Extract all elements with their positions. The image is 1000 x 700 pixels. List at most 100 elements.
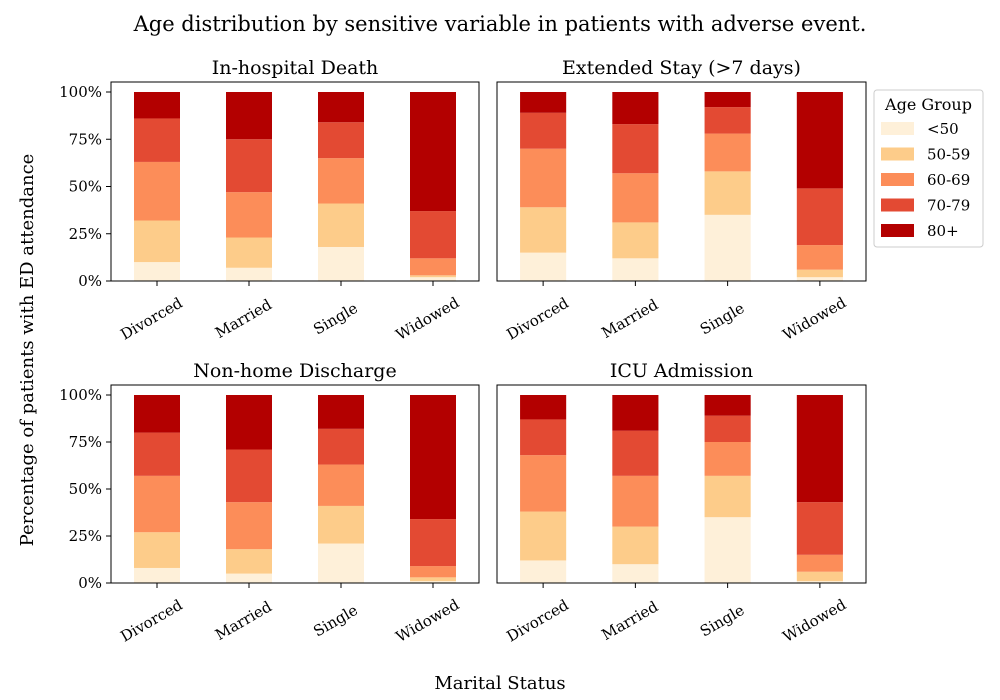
y-tick-label: 25% xyxy=(69,527,102,545)
chart-panel-icu-admission: ICU Admission Divorced Married Single Widowe… xyxy=(496,360,867,646)
bar-married-60-69 xyxy=(226,502,272,550)
y-tick-label: 25% xyxy=(69,225,102,243)
y-tick-label: 0% xyxy=(78,272,102,290)
bar-widowed-70-79 xyxy=(410,519,456,567)
bar-divorced-70-79 xyxy=(520,419,567,456)
x-tick-label: Single xyxy=(310,601,361,641)
bar-widowed-80 xyxy=(796,395,843,503)
chart-panels: In-hospital Death Divorced Married Single Wi… xyxy=(59,57,867,646)
bar-divorced-80 xyxy=(520,395,567,420)
bar-single-80 xyxy=(704,395,751,416)
bar-married-50-59 xyxy=(226,549,272,574)
bar-married-50-59 xyxy=(612,222,659,259)
bar-single-70-79 xyxy=(704,107,751,134)
bar-single-80 xyxy=(318,395,364,429)
bar-single-80 xyxy=(704,92,751,108)
bar-married-60-69 xyxy=(612,475,659,527)
bar-divorced-80 xyxy=(520,92,567,113)
panel-title: Non-home Discharge xyxy=(193,360,396,382)
bar-divorced-50 xyxy=(520,252,567,281)
bar-widowed-50 xyxy=(796,277,843,281)
x-tick-label: Widowed xyxy=(780,595,850,646)
chart-panel-in-hospital-death: In-hospital Death Divorced Married Single Wi… xyxy=(59,57,480,344)
bar-married-70-79 xyxy=(226,449,272,503)
x-tick-label: Single xyxy=(697,299,748,339)
panel-title: Extended Stay (>7 days) xyxy=(562,57,801,79)
legend-swatch-70-79 xyxy=(881,198,914,212)
bar-single-50 xyxy=(704,214,751,281)
y-tick-label: 75% xyxy=(69,433,102,451)
x-tick-label: Widowed xyxy=(393,293,463,344)
bar-single-50-59 xyxy=(704,475,751,518)
panel-title: ICU Admission xyxy=(610,360,753,382)
bar-single-70-79 xyxy=(318,428,364,465)
legend-label-50: <50 xyxy=(927,120,959,138)
bar-widowed-60-69 xyxy=(796,245,843,270)
bar-married-70-79 xyxy=(612,124,659,174)
bar-divorced-60-69 xyxy=(520,148,567,208)
bar-married-80 xyxy=(612,395,659,431)
x-tick-label: Single xyxy=(310,299,361,339)
bar-divorced-70-79 xyxy=(520,112,567,149)
legend-label-70-79: 70-79 xyxy=(927,197,970,215)
chart-panel-non-home-discharge: Non-home Discharge Divorced Married Single W… xyxy=(59,360,480,646)
x-tick-label: Divorced xyxy=(117,596,186,646)
y-axis-label: Percentage of patients with ED attendanc… xyxy=(17,154,38,547)
bar-single-50 xyxy=(704,517,751,583)
x-tick-label: Married xyxy=(599,597,662,644)
plot-frame xyxy=(496,384,867,584)
bar-married-50-59 xyxy=(612,526,659,565)
bar-divorced-50 xyxy=(520,560,567,583)
bar-single-50-59 xyxy=(318,505,364,544)
bar-widowed-50 xyxy=(410,277,456,281)
bar-single-50-59 xyxy=(318,203,364,247)
bar-divorced-50-59 xyxy=(520,207,567,253)
y-tick-label: 0% xyxy=(78,574,102,592)
bar-divorced-50-59 xyxy=(134,532,180,568)
x-tick-label: Single xyxy=(697,601,748,641)
legend-swatch-80 xyxy=(881,224,914,237)
bar-single-80 xyxy=(318,92,364,123)
bar-single-60-69 xyxy=(704,133,751,172)
y-tick-label: 50% xyxy=(69,178,102,196)
bar-divorced-70-79 xyxy=(134,432,180,476)
bar-married-50 xyxy=(226,573,272,583)
bar-single-60-69 xyxy=(704,442,751,476)
bar-married-60-69 xyxy=(612,173,659,223)
bar-divorced-50-59 xyxy=(520,511,567,561)
bar-widowed-80 xyxy=(796,92,843,189)
bar-married-80 xyxy=(226,395,272,450)
bar-widowed-60-69 xyxy=(796,554,843,572)
bar-married-80 xyxy=(226,92,272,140)
bar-single-70-79 xyxy=(704,415,751,442)
bar-widowed-50-59 xyxy=(796,571,843,582)
x-tick-label: Divorced xyxy=(117,294,186,344)
legend-label-60-69: 60-69 xyxy=(927,171,970,189)
legend-label-50-59: 50-59 xyxy=(927,146,970,164)
x-tick-label: Divorced xyxy=(504,596,573,646)
bar-widowed-80 xyxy=(410,395,456,520)
bar-divorced-70-79 xyxy=(134,118,180,162)
bar-divorced-50-59 xyxy=(134,220,180,263)
bar-widowed-50-59 xyxy=(410,275,456,278)
plot-frame xyxy=(496,81,867,282)
bar-widowed-80 xyxy=(410,92,456,212)
panel-title: In-hospital Death xyxy=(212,57,379,79)
legend: Age Group <50 50-59 60-69 70-79 80+ xyxy=(873,89,984,248)
bar-single-50 xyxy=(318,246,364,281)
plot-frame xyxy=(110,81,480,282)
plot-frame xyxy=(110,384,480,584)
bar-married-80 xyxy=(612,92,659,125)
bar-married-50 xyxy=(612,258,659,281)
bar-divorced-50 xyxy=(134,567,180,583)
y-tick-label: 50% xyxy=(69,480,102,498)
y-tick-label: 75% xyxy=(69,130,102,148)
bar-widowed-70-79 xyxy=(796,502,843,555)
bar-divorced-60-69 xyxy=(134,161,180,221)
x-tick-label: Divorced xyxy=(504,294,573,344)
legend-title: Age Group xyxy=(884,95,972,114)
bar-widowed-50 xyxy=(796,581,843,583)
x-tick-label: Married xyxy=(599,295,662,342)
bar-divorced-60-69 xyxy=(134,475,180,533)
